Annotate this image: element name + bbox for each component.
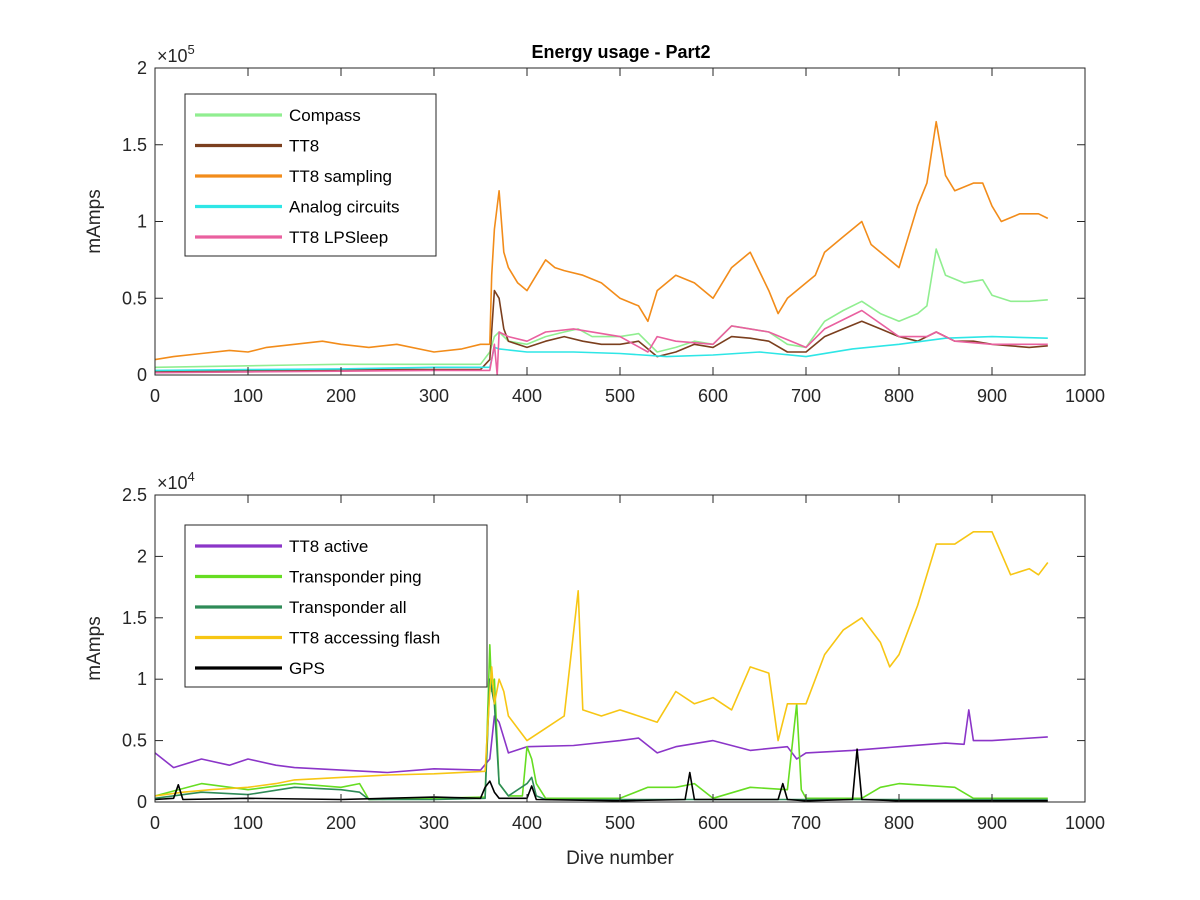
x-tick-label: 0 [150, 386, 160, 406]
legend-label-analog-circuits: Analog circuits [289, 198, 400, 217]
legend-label-transponder-all: Transponder all [289, 598, 407, 617]
legend-label-gps: GPS [289, 659, 325, 678]
series-line-tt8-lpsleep [155, 309, 1048, 375]
figure-title: Energy usage - Part2 [531, 42, 710, 62]
y-tick-label: 2.5 [122, 485, 147, 505]
legend: Compass TT8 TT8 sampling Analog circuits TT8… [184, 93, 437, 257]
y-tick-label: 0 [137, 365, 147, 385]
x-tick-label: 400 [512, 386, 542, 406]
series-line-tt8-sampling [155, 120, 1049, 361]
series-line-compass [155, 248, 1048, 369]
chart-energy-part2-top: 0 100 200 300 400 500 600 700 800 900 1000 0 0.5 1 1.5… [84, 42, 1105, 406]
x-tick-label: 900 [977, 386, 1007, 406]
legend-label-tt8-active: TT8 active [289, 537, 368, 556]
x-tick-label: 1000 [1065, 813, 1105, 833]
y-tick-label: 0.5 [122, 731, 147, 751]
x-tick-label: 600 [698, 813, 728, 833]
x-tick-label: 400 [512, 813, 542, 833]
x-tick-label: 800 [884, 813, 914, 833]
x-tick-label: 100 [233, 813, 263, 833]
x-tick-label: 900 [977, 813, 1007, 833]
x-axis-label: Dive number [566, 848, 674, 869]
series-line-transponder-all [155, 678, 1048, 801]
y-exponent-label: ×104 [157, 469, 195, 493]
x-tick-label: 200 [326, 386, 356, 406]
legend-label-tt8-lpsleep: TT8 LPSleep [289, 228, 388, 247]
y-tick-label: 0.5 [122, 288, 147, 308]
y-axis-label: mAmps [84, 189, 105, 253]
series-line-gps [155, 748, 1048, 802]
x-tick-label: 300 [419, 813, 449, 833]
legend-label-tt8: TT8 [289, 137, 319, 156]
y-tick-label: 1 [137, 212, 147, 232]
legend-label-transponder-ping: Transponder ping [289, 568, 422, 587]
series-line-tt8 [155, 289, 1048, 373]
x-tick-label: 700 [791, 386, 821, 406]
y-tick-label: 2 [137, 58, 147, 78]
y-tick-label: 2 [137, 546, 147, 566]
legend-label-compass: Compass [289, 106, 361, 125]
y-tick-label: 0 [137, 792, 147, 812]
y-exponent-label: ×105 [157, 42, 195, 66]
x-tick-label: 600 [698, 386, 728, 406]
legend: TT8 active Transponder ping Transponder al… [184, 524, 488, 688]
x-tick-label: 500 [605, 386, 635, 406]
y-tick-label: 1 [137, 669, 147, 689]
series-line-tt8-active [155, 709, 1048, 774]
x-tick-label: 700 [791, 813, 821, 833]
legend-label-tt8-sampling: TT8 sampling [289, 167, 392, 186]
x-tick-label: 0 [150, 813, 160, 833]
series-line-tt8-accessing-flash [155, 530, 1049, 797]
series-lines [155, 530, 1049, 802]
x-tick-label: 800 [884, 386, 914, 406]
x-tick-label: 300 [419, 386, 449, 406]
x-tick-label: 1000 [1065, 386, 1105, 406]
x-tick-label: 100 [233, 386, 263, 406]
chart-energy-part2-bottom: 0 100 200 300 400 500 600 700 800 900 1000 0 0.5 1 1.5… [84, 469, 1105, 869]
y-tick-label: 1.5 [122, 608, 147, 628]
legend-label-tt8-accessing-flash: TT8 accessing flash [289, 629, 440, 648]
x-tick-label: 200 [326, 813, 356, 833]
y-tick-label: 1.5 [122, 135, 147, 155]
x-tick-label: 500 [605, 813, 635, 833]
series-line-transponder-ping [155, 643, 1048, 801]
y-axis-label: mAmps [84, 616, 105, 680]
